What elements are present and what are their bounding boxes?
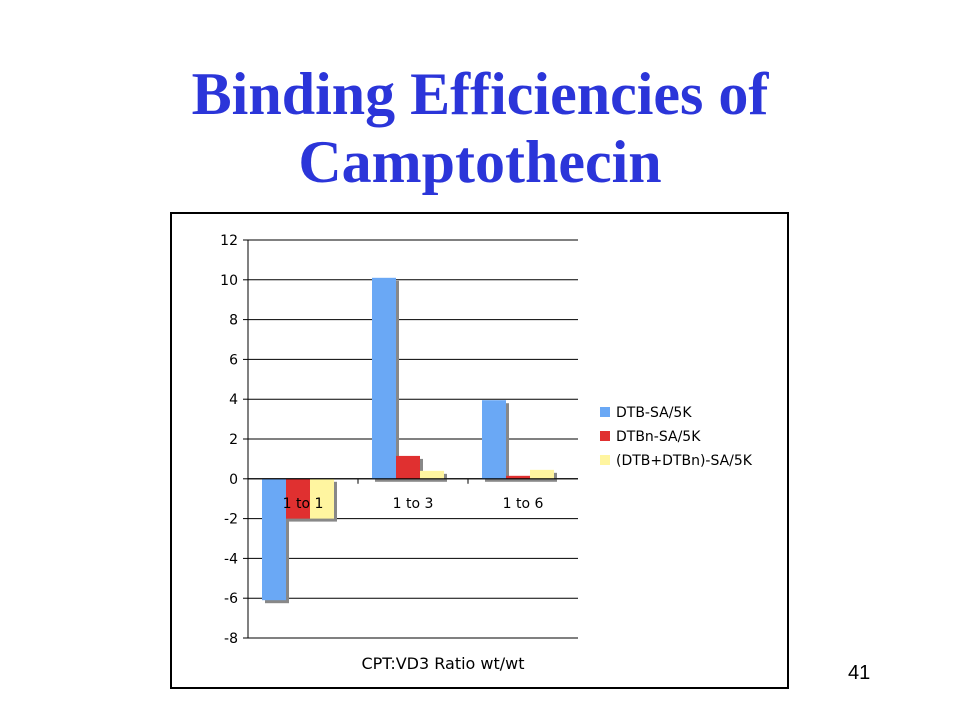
y-tick-label: 8 (229, 313, 238, 329)
y-axis-ticks: 12 10 8 6 4 2 0 -2 -4 -6 -8 (220, 233, 248, 647)
bars (262, 277, 557, 604)
bar-dtb-dtbn-sa-5k-1 (420, 470, 444, 479)
bar-dtb-dtbn-sa-5k-0 (310, 478, 334, 519)
legend-swatch (600, 455, 610, 465)
y-tick-label: -2 (224, 512, 238, 528)
x-axis-ticks: 1 to 1 1 to 3 1 to 6 (283, 478, 544, 512)
y-tick-label: 4 (229, 392, 238, 408)
chart-frame: 12 10 8 6 4 2 0 -2 -4 -6 -8 1 to 1 1 to 3 1 to 6 DTB… (170, 212, 789, 689)
x-category-label: 1 to 6 (503, 496, 544, 512)
bar-dtbn-sa-5k-1 (396, 455, 420, 479)
bar-dtb-sa-5k-1 (372, 277, 396, 479)
y-tick-label: 0 (229, 472, 238, 488)
y-tick-label: 12 (220, 233, 238, 249)
legend-label: DTB-SA/5K (616, 405, 692, 421)
bar-dtb-sa-5k-2 (482, 400, 506, 479)
y-tick-label: 10 (220, 273, 238, 289)
x-category-label: 1 to 3 (393, 496, 434, 512)
x-category-label: 1 to 1 (283, 496, 324, 512)
slide-number: 41 (848, 662, 871, 684)
bar-dtbn-sa-5k-0 (286, 478, 310, 519)
x-axis-title: CPT:VD3 Ratio wt/wt (361, 654, 524, 673)
bar-dtbn-sa-5k-2 (506, 475, 530, 479)
legend-label: (DTB+DTBn)-SA/5K (616, 453, 753, 469)
gridlines (248, 239, 578, 639)
legend: DTB-SA/5K DTBn-SA/5K (DTB+DTBn)-SA/5K (600, 405, 753, 469)
slide-title: Binding Efficiencies of Camptothecin (191, 61, 769, 195)
bar-dtb-sa-5k-0 (262, 478, 286, 601)
y-tick-label: -8 (224, 631, 238, 647)
y-tick-label: -6 (224, 591, 238, 607)
bar-dtb-dtbn-sa-5k-2 (530, 469, 554, 479)
legend-swatch (600, 431, 610, 441)
bar-shadow (509, 478, 533, 482)
y-tick-label: 2 (229, 432, 238, 448)
y-tick-label: -4 (224, 551, 238, 567)
legend-swatch (600, 407, 610, 417)
axes (247, 240, 578, 638)
legend-label: DTBn-SA/5K (616, 429, 701, 445)
y-tick-label: 6 (229, 352, 238, 368)
bar-chart: 12 10 8 6 4 2 0 -2 -4 -6 -8 1 to 1 1 to 3 1 to 6 DTB… (220, 233, 753, 673)
